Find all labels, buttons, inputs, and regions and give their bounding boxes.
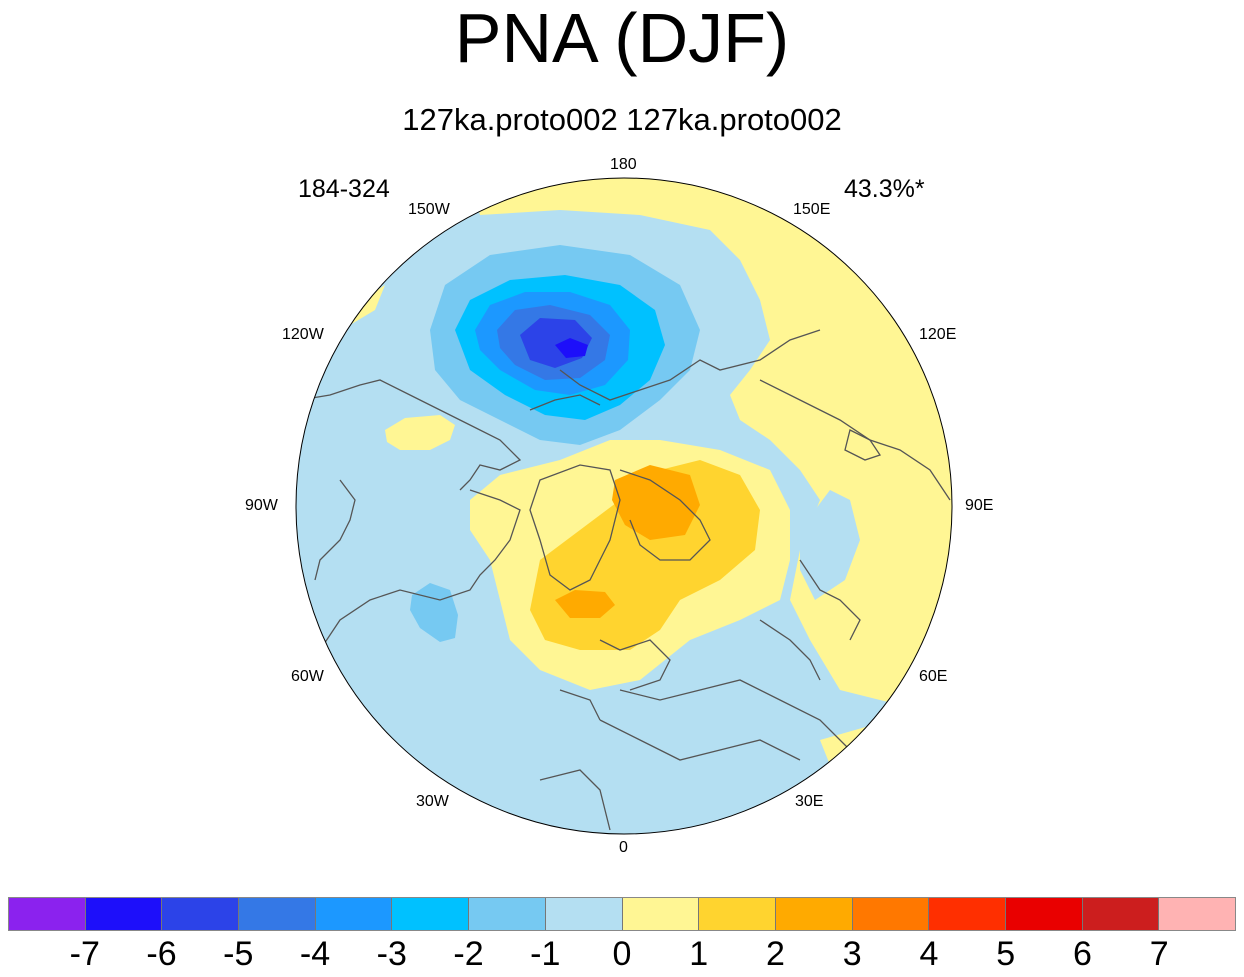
field-positive-edge [350, 285, 385, 325]
colorbar-swatch [162, 898, 240, 930]
colorbar-tick-label: 5 [996, 935, 1016, 973]
lon-label-30e: 30E [795, 793, 824, 810]
colorbar-tick-label: 6 [1073, 935, 1092, 973]
colorbar-swatch [85, 898, 163, 930]
field-negative-asia [800, 490, 860, 600]
colorbar-swatch [1082, 898, 1160, 930]
lon-label-90w: 90W [245, 497, 278, 514]
colorbar-tick-label: 0 [612, 935, 632, 973]
colorbar-tick-label: -5 [223, 935, 254, 973]
lon-label-150w: 150W [408, 201, 450, 218]
field-positive-level3-greenland [555, 590, 615, 618]
pattern-field [296, 178, 952, 834]
colorbar-tick-label: -7 [69, 935, 100, 973]
lon-label-180: 180 [610, 156, 637, 173]
colorbar-tick-label: -2 [453, 935, 484, 973]
colorbar-tick-label: -3 [376, 935, 407, 973]
colorbar-swatch [699, 898, 776, 930]
colorbar-swatch [392, 898, 470, 930]
colorbar-swatch [239, 898, 316, 930]
colorbar-swatch [545, 898, 623, 930]
colorbar-tick-label: 1 [689, 935, 709, 973]
field-positive-canada [385, 415, 455, 450]
colorbar-tick-label: 7 [1149, 935, 1169, 973]
colorbar-swatch [929, 898, 1006, 930]
variance-explained-label: 43.3%* [844, 175, 925, 203]
map-boundary [295, 177, 953, 835]
lon-label-150e: 150E [793, 201, 831, 218]
colorbar [8, 897, 1236, 931]
colorbar-swatch [315, 898, 393, 930]
colorbar-swatch [852, 898, 930, 930]
colorbar-swatch [469, 898, 546, 930]
field-positive-level3-arctic [612, 465, 700, 540]
colorbar-tick-label: -1 [530, 935, 561, 973]
colorbar-tick-label: -6 [146, 935, 177, 973]
lon-label-90e: 90E [965, 497, 994, 514]
colorbar-tick-label: 2 [766, 935, 785, 973]
lon-label-0: 0 [619, 839, 628, 856]
lon-label-60w: 60W [291, 668, 324, 685]
colorbar-tick-label: 3 [842, 935, 862, 973]
field-negative-level7 [555, 338, 588, 358]
lon-label-30w: 30W [416, 793, 449, 810]
colorbar-swatch [1005, 898, 1083, 930]
lon-label-60e: 60E [919, 668, 948, 685]
colorbar-swatch [622, 898, 700, 930]
years-label: 184-324 [298, 175, 390, 203]
coastlines [299, 329, 951, 831]
colorbar-tick-label: -4 [299, 935, 331, 973]
figure-title: PNA (DJF) [454, 0, 790, 77]
colorbar-swatch [1159, 898, 1235, 930]
colorbar-swatch [775, 898, 853, 930]
colorbar-tick-label: 4 [919, 935, 939, 973]
figure-subtitle: 127ka.proto002 127ka.proto002 [402, 102, 842, 137]
colorbar-swatch [9, 898, 86, 930]
lon-label-120w: 120W [282, 326, 324, 343]
lon-label-120e: 120E [919, 326, 957, 343]
